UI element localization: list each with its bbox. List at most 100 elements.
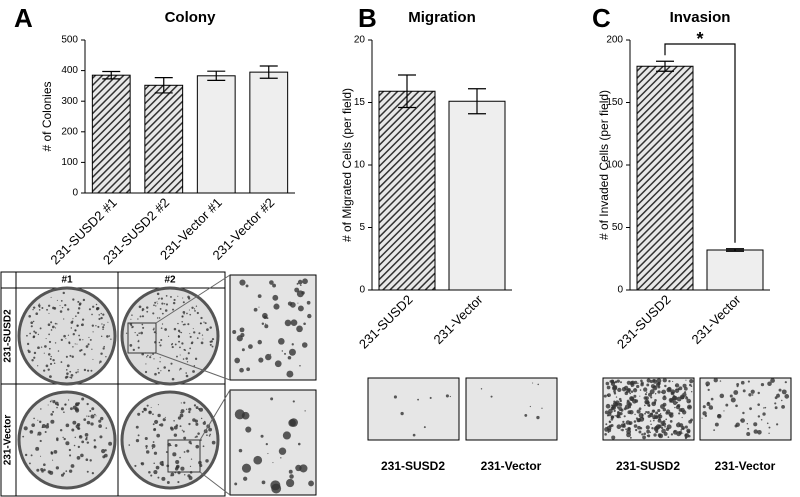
cell-dot	[701, 417, 703, 419]
colony-dot	[188, 309, 190, 311]
colony-dot	[45, 364, 49, 368]
colony-dot	[140, 462, 145, 466]
colony-dot	[178, 369, 181, 371]
colony-dot	[99, 360, 102, 363]
colony-dot	[48, 347, 51, 350]
cell-dot	[658, 433, 664, 439]
colony-dot	[188, 410, 191, 414]
cell-dot	[620, 429, 622, 431]
colony-dot	[92, 305, 95, 308]
colony-dot	[68, 341, 71, 344]
colony-dot	[253, 307, 258, 312]
cell-dot	[621, 428, 624, 432]
colony-dot	[63, 334, 66, 338]
colony-dot	[153, 451, 158, 455]
colony-dot	[172, 308, 175, 311]
colony-dot	[156, 317, 159, 319]
colony-dot	[171, 377, 175, 381]
colony-dot	[192, 370, 195, 373]
colony-dot	[47, 304, 51, 307]
cell-dot	[646, 391, 648, 393]
cell-dot	[778, 388, 782, 392]
colony-dot	[60, 299, 63, 302]
cell-dot	[642, 435, 646, 440]
colony-dot	[74, 329, 77, 332]
cell-dot	[622, 424, 626, 428]
colony-dot	[81, 397, 85, 401]
colony-dot	[143, 407, 147, 412]
colony-dot	[85, 458, 89, 461]
cell-dot	[684, 433, 688, 437]
colony-dot	[141, 410, 144, 413]
colony-dot	[241, 348, 245, 352]
cell-dot	[633, 424, 638, 428]
row-label: 231-Vector	[3, 415, 14, 466]
cell-dot	[645, 400, 650, 405]
cell-dot	[646, 378, 651, 383]
colony-dot	[164, 309, 168, 312]
colony-dot	[258, 306, 260, 308]
colony-dot	[32, 309, 34, 311]
cell-dot	[665, 418, 668, 421]
zoom-line	[155, 274, 231, 324]
colony-dot	[52, 358, 55, 362]
colony-dot	[130, 318, 132, 320]
colony-dot	[200, 341, 204, 345]
y-tick-label: 0	[72, 188, 78, 199]
colony-dot	[177, 322, 179, 325]
zoom-line	[199, 389, 231, 441]
colony-dot	[105, 427, 108, 429]
bar	[706, 249, 764, 291]
cell-dot	[725, 403, 729, 407]
colony-dot	[95, 303, 98, 306]
colony-dot	[145, 363, 147, 365]
cell-dot	[529, 405, 531, 408]
colony-dot	[41, 470, 44, 473]
colony-dot	[55, 327, 57, 329]
cell-dot	[682, 427, 685, 430]
colony-dot	[189, 465, 192, 468]
cell-dot	[770, 378, 775, 383]
colony-dot	[150, 406, 152, 408]
colony-dot	[93, 445, 97, 449]
colony-dot	[131, 314, 133, 316]
cell-dot	[670, 433, 674, 436]
colony-dot	[183, 451, 186, 453]
cell-dot	[619, 399, 622, 403]
cell-dot	[641, 433, 644, 436]
colony-dot	[186, 361, 189, 363]
colony-dot	[30, 325, 33, 328]
cell-dot	[713, 429, 716, 431]
colony-dot	[72, 333, 75, 336]
y-tick-label: 20	[354, 35, 366, 46]
colony-dot	[151, 444, 156, 448]
colony-dot	[267, 452, 269, 455]
colony-dot	[100, 335, 103, 338]
colony-dot	[43, 463, 46, 467]
colony-dot	[98, 424, 102, 428]
cell-dot	[660, 412, 662, 415]
colony-dot	[182, 358, 185, 360]
image-label: 231-Vector	[715, 459, 776, 473]
colony-dot	[180, 409, 185, 413]
colony-dot	[89, 459, 92, 462]
cell-dot	[622, 420, 625, 424]
cell-dot	[606, 394, 609, 396]
colony-dot	[187, 474, 191, 478]
colony-dot	[88, 336, 90, 339]
cell-dot	[748, 393, 752, 397]
colony-dot	[183, 436, 187, 440]
colony-dot	[179, 413, 184, 418]
cell-dot	[613, 409, 616, 412]
cell-dot	[648, 405, 650, 407]
colony-dot	[35, 446, 40, 451]
colony-dot	[234, 482, 238, 486]
cell-dot	[640, 381, 644, 385]
row-label: 231-SUSD2	[3, 309, 14, 363]
cell-dot	[644, 412, 647, 415]
colony-dot	[48, 312, 50, 314]
column-label: #1	[61, 275, 73, 286]
colony-dot	[26, 334, 28, 337]
colony-dot	[260, 434, 264, 438]
cell-dot	[776, 423, 779, 426]
